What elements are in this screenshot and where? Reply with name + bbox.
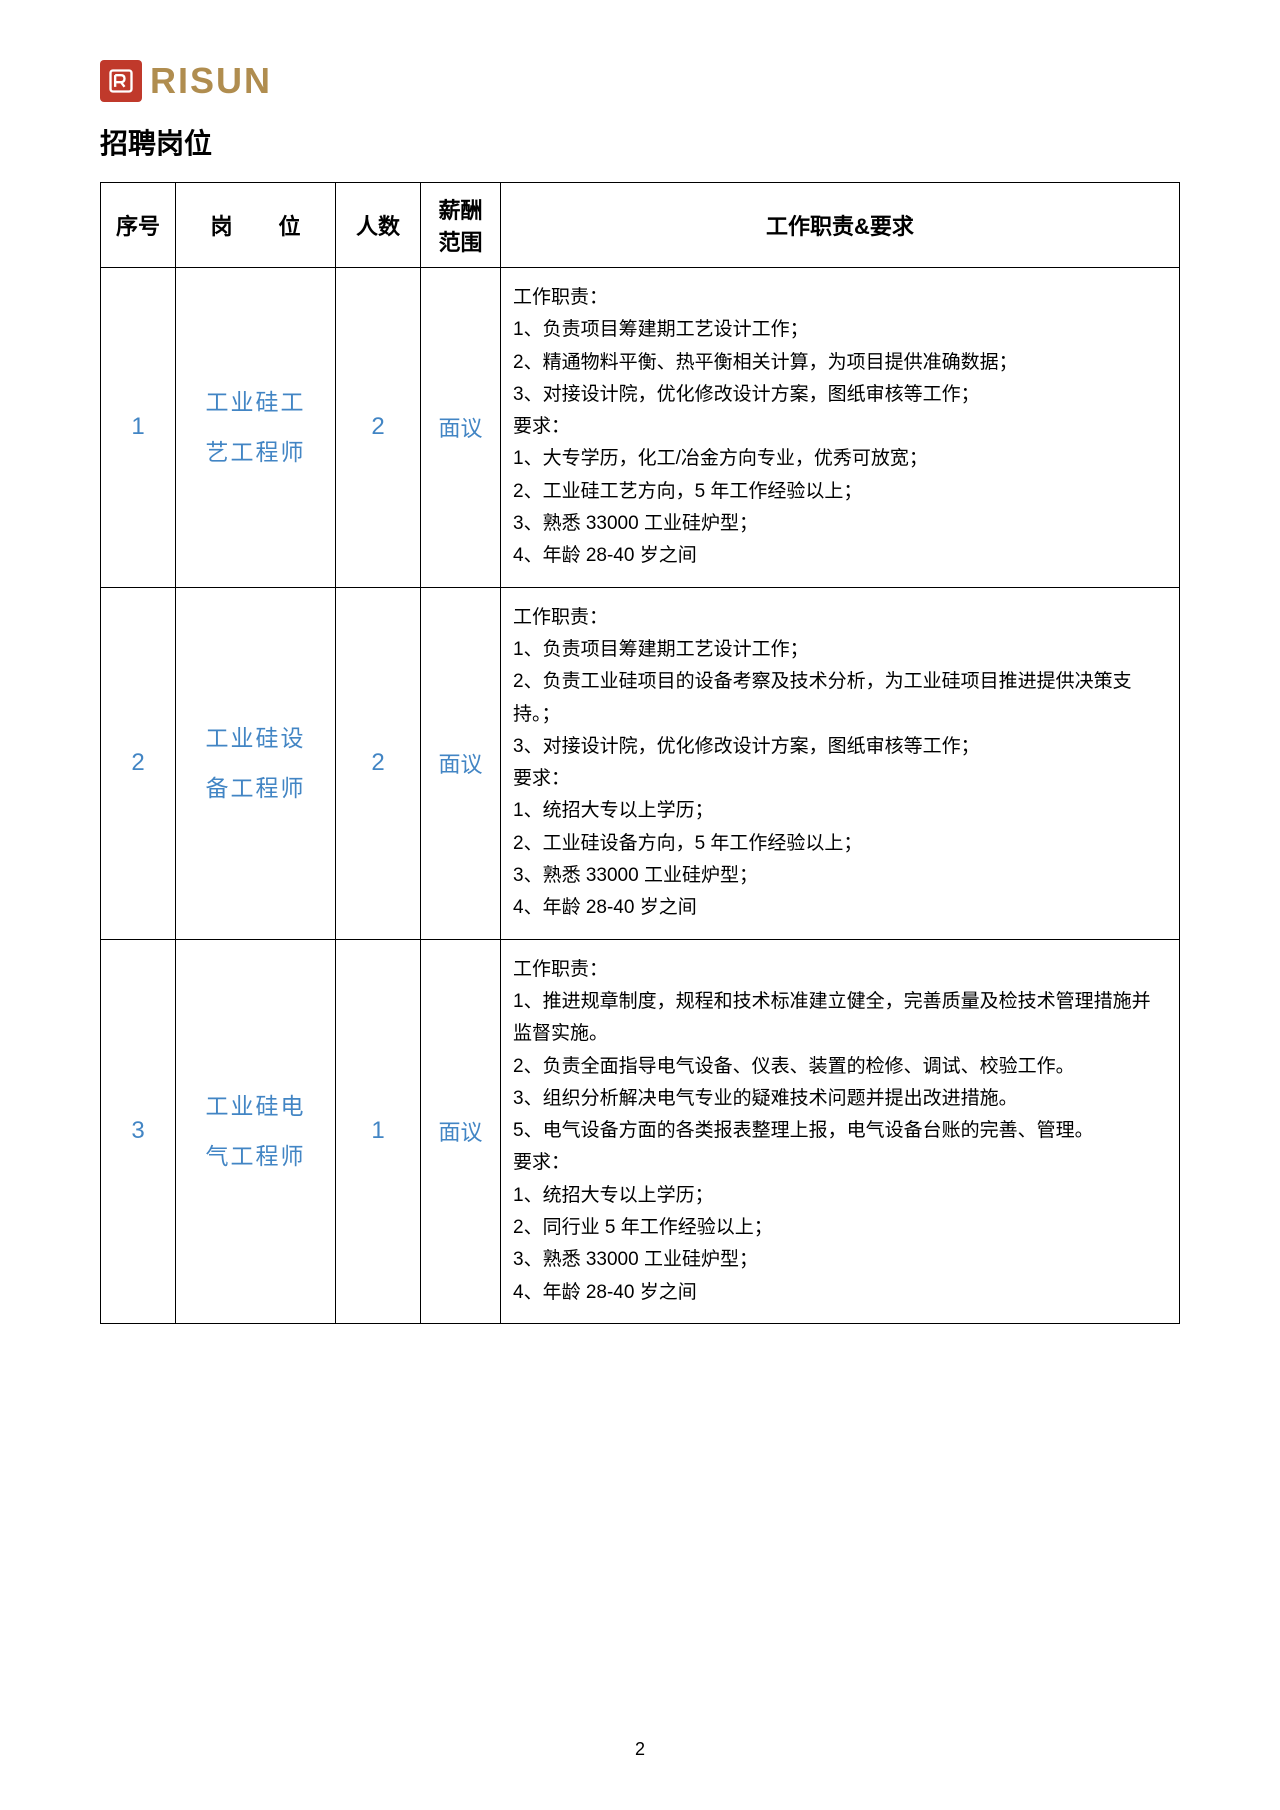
table-header-row: 序号 岗 位 人数 薪酬 范围 工作职责&要求: [101, 183, 1180, 268]
header-count: 人数: [336, 183, 421, 268]
recruitment-table: 序号 岗 位 人数 薪酬 范围 工作职责&要求 1 工业硅工 艺工程师 2 面议…: [100, 182, 1180, 1324]
cell-count: 2: [336, 268, 421, 588]
cell-seq: 2: [101, 587, 176, 939]
page-number: 2: [635, 1739, 645, 1760]
table-row: 3 工业硅电 气工程师 1 面议 工作职责： 1、推进规章制度，规程和技术标准建…: [101, 939, 1180, 1323]
cell-desc: 工作职责： 1、负责项目筹建期工艺设计工作； 2、负责工业硅项目的设备考察及技术…: [501, 587, 1180, 939]
cell-salary: 面议: [421, 587, 501, 939]
cell-count: 2: [336, 587, 421, 939]
table-row: 1 工业硅工 艺工程师 2 面议 工作职责： 1、负责项目筹建期工艺设计工作； …: [101, 268, 1180, 588]
table-row: 2 工业硅设 备工程师 2 面议 工作职责： 1、负责项目筹建期工艺设计工作； …: [101, 587, 1180, 939]
page-title: 招聘岗位: [100, 122, 1180, 162]
header-desc: 工作职责&要求: [501, 183, 1180, 268]
cell-desc: 工作职责： 1、负责项目筹建期工艺设计工作； 2、精通物料平衡、热平衡相关计算，…: [501, 268, 1180, 588]
cell-seq: 3: [101, 939, 176, 1323]
logo-brand-text: RISUN: [150, 60, 272, 102]
header-seq: 序号: [101, 183, 176, 268]
cell-position: 工业硅电 气工程师: [176, 939, 336, 1323]
cell-seq: 1: [101, 268, 176, 588]
header-salary: 薪酬 范围: [421, 183, 501, 268]
cell-desc: 工作职责： 1、推进规章制度，规程和技术标准建立健全，完善质量及检技术管理措施并…: [501, 939, 1180, 1323]
logo-mark: [100, 60, 142, 102]
table-body: 1 工业硅工 艺工程师 2 面议 工作职责： 1、负责项目筹建期工艺设计工作； …: [101, 268, 1180, 1324]
cell-salary: 面议: [421, 268, 501, 588]
header-position: 岗 位: [176, 183, 336, 268]
cell-position: 工业硅工 艺工程师: [176, 268, 336, 588]
cell-count: 1: [336, 939, 421, 1323]
cell-salary: 面议: [421, 939, 501, 1323]
logo-container: RISUN: [100, 60, 1180, 102]
cell-position: 工业硅设 备工程师: [176, 587, 336, 939]
